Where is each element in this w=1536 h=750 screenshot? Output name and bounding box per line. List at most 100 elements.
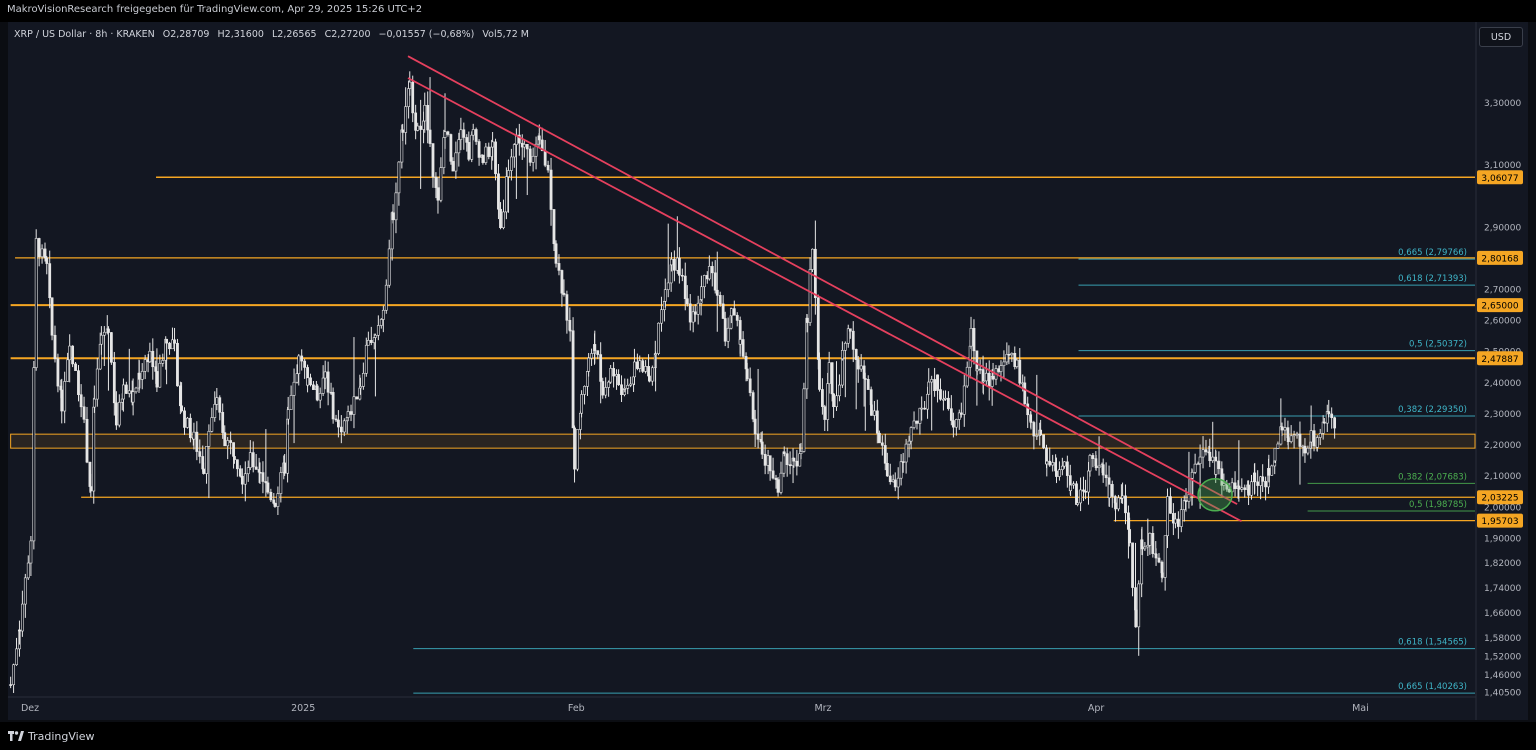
candle-body (918, 407, 922, 424)
candle-body (1196, 463, 1200, 465)
price-tick-label: 1,52000 (1484, 653, 1521, 663)
candle-body (226, 440, 230, 447)
candle-body (576, 429, 579, 470)
candle-body (60, 389, 64, 412)
price-tick-label: 3,30000 (1484, 99, 1521, 109)
candle-body (1327, 411, 1331, 415)
candle-body (1233, 482, 1237, 489)
candle-body (650, 367, 654, 382)
candle-body (672, 258, 676, 271)
candle-body (1101, 464, 1105, 476)
candle-body (1094, 465, 1098, 469)
candle-body (1007, 354, 1011, 356)
candle-body (502, 211, 505, 229)
candle-body (419, 125, 423, 130)
candle-body (1124, 495, 1127, 514)
candle-body (321, 377, 325, 394)
candle-body (776, 479, 780, 493)
price-tick-label: 1,74000 (1484, 584, 1521, 594)
candle-body (840, 350, 844, 360)
candle-body (838, 384, 841, 397)
candle-body (266, 482, 270, 493)
candle-body (1148, 532, 1152, 546)
candle-body (571, 330, 575, 429)
fib-label: 0,382 (2,29350) (1398, 405, 1467, 415)
price-tag-label: 3,06077 (1481, 174, 1518, 184)
candle-body (802, 388, 806, 452)
candle-body (738, 339, 742, 345)
candle-body (753, 418, 757, 435)
candle-body (20, 603, 24, 632)
candle-body (379, 319, 383, 326)
candle-body (1087, 470, 1090, 493)
candle-body (56, 358, 60, 387)
candle-body (907, 440, 911, 445)
candle-body (1110, 484, 1114, 497)
fibonacci-levels-layer: 0,665 (2,79766) 0,618 (2,71393) 0,5 (2,503… (413, 248, 1475, 694)
candle-body (883, 445, 887, 464)
candle-body (680, 274, 684, 277)
candle-body (987, 372, 991, 387)
candle-body (1055, 470, 1058, 477)
currency-button[interactable]: USD (1479, 27, 1523, 47)
candle-body (748, 378, 752, 393)
candle-body (95, 368, 99, 400)
candle-body (238, 468, 242, 477)
candle-body (99, 334, 103, 345)
candle-body (218, 397, 222, 413)
change-value: −0,01557 (−0,68%) (378, 29, 475, 40)
candle-body (1010, 353, 1014, 356)
candle-body (1146, 544, 1150, 548)
candle-body (607, 381, 611, 388)
candle-body (1131, 542, 1134, 588)
highlight-circle (1197, 478, 1233, 512)
price-tag (1477, 250, 1523, 265)
time-tick-label: Mai (1352, 703, 1369, 714)
candle-body (40, 248, 44, 258)
trendline (407, 77, 1242, 523)
candle-body (813, 248, 817, 299)
support-zone (10, 433, 1476, 449)
candle-body (394, 192, 398, 221)
candle-body (936, 374, 939, 390)
candle-body (1039, 429, 1043, 436)
candle-body (446, 131, 450, 135)
horizontal-levels-layer (10, 176, 1475, 522)
chart-panel[interactable] (8, 22, 1528, 720)
low-value: L2,26565 (271, 29, 317, 40)
candle-body (1211, 456, 1215, 462)
price-axis: 3,500003,300003,100002,900002,700002,600… (1475, 22, 1521, 720)
price-tag-label: 2,80168 (1481, 254, 1518, 264)
footer-bar: TradingView (0, 722, 1536, 750)
candle-body (546, 164, 550, 171)
candle-body (726, 327, 730, 342)
candle-body (1063, 461, 1066, 467)
candle-body (481, 154, 485, 163)
candle-body (471, 129, 475, 136)
candle-body (1286, 437, 1290, 442)
candle-body (349, 411, 353, 415)
candle-body (1042, 434, 1045, 449)
candle-body (457, 139, 461, 154)
candle-body (50, 297, 54, 336)
candle-body (1051, 462, 1055, 466)
candle-body (276, 493, 280, 507)
price-tag-label: 2,03225 (1481, 494, 1518, 504)
candle-body (700, 286, 703, 300)
candle-body (29, 540, 33, 564)
candle-body (439, 167, 443, 201)
candle-body (364, 344, 368, 374)
candle-body (1306, 447, 1310, 454)
candle-body (264, 481, 268, 484)
candle-body (1163, 535, 1167, 578)
candle-body (732, 308, 736, 316)
candle-body (1065, 461, 1069, 476)
candle-body (549, 169, 553, 210)
candle-body (165, 338, 168, 344)
time-tick-label: Mrz (814, 703, 831, 714)
candle-body (1220, 468, 1224, 486)
candle-body (384, 284, 388, 311)
candle-body (644, 366, 648, 372)
candle-body (707, 266, 711, 280)
